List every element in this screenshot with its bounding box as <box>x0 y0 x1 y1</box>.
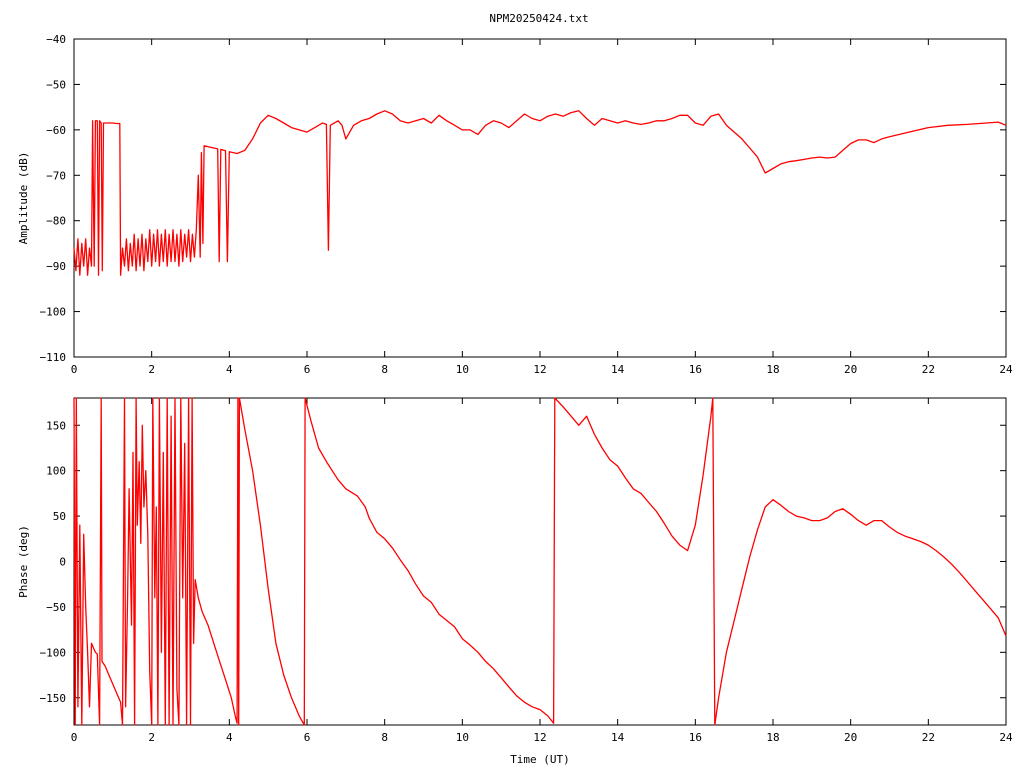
phase-x-tick-label: 0 <box>71 731 78 744</box>
amplitude-x-tick-label: 16 <box>689 363 702 376</box>
amplitude-y-tick-label: −80 <box>46 215 66 228</box>
phase-y-tick-label: 0 <box>59 556 66 569</box>
phase-y-tick-label: −100 <box>40 646 67 659</box>
phase-x-tick-label: 18 <box>766 731 779 744</box>
phase-x-tick-label: 6 <box>304 731 311 744</box>
phase-y-tick-label: 50 <box>53 510 66 523</box>
phase-x-tick-label: 16 <box>689 731 702 744</box>
phase-panel: 0 2 4 6 8 10 12 14 16 18 20 22 24−150−100−5005010015… <box>17 397 1013 766</box>
amplitude-x-tick-label: 6 <box>304 363 311 376</box>
phase-y-tick-label: −150 <box>40 692 67 705</box>
amplitude-y-tick-label: −90 <box>46 260 66 273</box>
phase-x-tick-label: 8 <box>381 731 388 744</box>
amplitude-x-tick-label: 24 <box>999 363 1013 376</box>
phase-x-tick-label: 10 <box>456 731 469 744</box>
phase-x-axis-label: Time (UT) <box>510 753 570 766</box>
amplitude-x-tick-label: 12 <box>533 363 546 376</box>
amplitude-x-tick-label: 8 <box>381 363 388 376</box>
amplitude-panel: 0 2 4 6 8 10 12 14 16 18 20 22 24−110−100−90−80−70−6… <box>17 33 1013 376</box>
phase-y-tick-label: 150 <box>46 419 66 432</box>
amplitude-x-tick-label: 10 <box>456 363 469 376</box>
phase-y-tick-label: 100 <box>46 465 66 478</box>
amplitude-y-tick-label: −60 <box>46 124 66 137</box>
amplitude-x-tick-label: 4 <box>226 363 233 376</box>
amplitude-y-tick-label: −100 <box>40 306 67 319</box>
phase-x-tick-label: 2 <box>148 731 155 744</box>
amplitude-y-tick-label: −70 <box>46 169 66 182</box>
amplitude-x-tick-label: 14 <box>611 363 625 376</box>
amplitude-y-tick-label: −110 <box>40 351 67 364</box>
phase-x-tick-label: 14 <box>611 731 625 744</box>
amplitude-x-tick-label: 20 <box>844 363 857 376</box>
phase-series-line-0 <box>73 397 1007 726</box>
amplitude-series-line-0 <box>73 110 1007 276</box>
phase-y-tick-label: −50 <box>46 601 66 614</box>
chart-title: NPM20250424.txt <box>489 12 588 25</box>
phase-x-tick-label: 4 <box>226 731 233 744</box>
amplitude-y-axis-label: Amplitude (dB) <box>17 152 30 245</box>
amplitude-x-tick-label: 22 <box>922 363 935 376</box>
phase-x-tick-label: 20 <box>844 731 857 744</box>
amplitude-x-tick-label: 0 <box>71 363 78 376</box>
phase-y-axis-label: Phase (deg) <box>17 525 30 598</box>
amplitude-y-tick-label: −50 <box>46 78 66 91</box>
phase-x-tick-label: 22 <box>922 731 935 744</box>
amplitude-y-tick-label: −40 <box>46 33 66 46</box>
phase-x-tick-label: 24 <box>999 731 1013 744</box>
amplitude-x-tick-label: 2 <box>148 363 155 376</box>
amplitude-x-tick-label: 18 <box>766 363 779 376</box>
phase-x-tick-label: 12 <box>533 731 546 744</box>
